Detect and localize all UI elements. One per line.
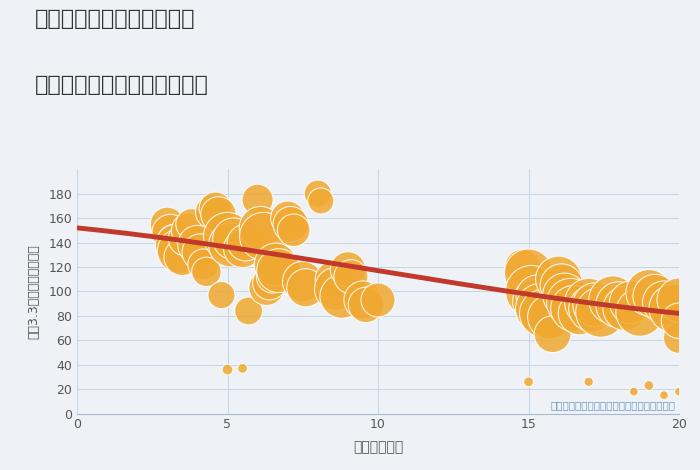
Point (529, 298, 540, 305)
Point (285, 220, 296, 228)
Point (547, 330, 558, 338)
Point (180, 235, 191, 243)
Point (650, 292, 661, 300)
Point (336, 292, 347, 300)
Point (607, 296, 618, 304)
Point (164, 229, 176, 236)
Point (297, 278, 308, 285)
Point (544, 313, 555, 321)
Point (625, 298, 636, 306)
Point (517, 263, 528, 271)
Point (643, 382, 655, 389)
Point (658, 392, 669, 399)
Point (168, 236, 179, 244)
Point (667, 305, 678, 312)
Point (192, 241, 203, 249)
Point (216, 291, 227, 299)
Point (252, 196, 263, 204)
Point (586, 305, 597, 312)
X-axis label: 駅距離（分）: 駅距離（分） (353, 440, 403, 454)
Point (583, 378, 594, 385)
Point (288, 227, 300, 234)
Point (237, 365, 248, 372)
Point (270, 261, 281, 268)
Point (574, 310, 585, 317)
Point (629, 388, 640, 395)
Point (315, 197, 326, 205)
Point (673, 334, 685, 342)
Point (273, 267, 284, 274)
Point (207, 208, 218, 216)
Point (174, 247, 185, 255)
Point (183, 227, 194, 234)
Point (267, 273, 278, 281)
Point (258, 233, 270, 240)
Point (523, 269, 534, 277)
Point (237, 245, 248, 252)
Point (372, 296, 384, 304)
Point (342, 266, 354, 273)
Point (228, 235, 239, 243)
Point (255, 224, 266, 232)
Point (243, 307, 254, 315)
Point (282, 214, 293, 222)
Point (556, 282, 567, 289)
Point (357, 296, 368, 304)
Y-axis label: 坪（3.3㎡）単価（万円）: 坪（3.3㎡）単価（万円） (27, 244, 40, 339)
Point (673, 296, 685, 304)
Point (589, 301, 601, 309)
Point (330, 285, 342, 293)
Point (201, 268, 212, 275)
Point (300, 284, 312, 291)
Point (673, 317, 685, 324)
Point (559, 291, 570, 299)
Point (620, 305, 631, 312)
Point (213, 211, 224, 218)
Point (526, 288, 537, 295)
Point (565, 298, 576, 306)
Text: 奈良県奈良市中登美ヶ丘の: 奈良県奈良市中登美ヶ丘の (35, 9, 195, 30)
Point (523, 378, 534, 385)
Point (328, 275, 339, 283)
Point (538, 310, 549, 317)
Point (264, 279, 275, 287)
Point (568, 305, 580, 312)
Point (360, 301, 372, 309)
Point (532, 292, 543, 300)
Point (198, 261, 209, 268)
Point (673, 388, 685, 395)
Point (176, 253, 188, 261)
Point (222, 366, 233, 373)
Point (658, 298, 669, 306)
Point (171, 241, 182, 249)
Point (553, 275, 564, 283)
Point (225, 241, 236, 249)
Point (186, 220, 197, 228)
Text: 駅距離別中古マンション価格: 駅距離別中古マンション価格 (35, 75, 209, 95)
Point (312, 190, 323, 197)
Point (240, 239, 251, 246)
Point (613, 301, 624, 309)
Point (345, 273, 356, 281)
Point (634, 308, 645, 316)
Point (210, 204, 221, 212)
Point (222, 233, 233, 240)
Point (583, 298, 594, 306)
Point (535, 305, 546, 312)
Point (261, 284, 272, 291)
Point (595, 308, 606, 316)
Point (162, 220, 173, 228)
Text: 円の大きさは、取引のあった物件面積を示す: 円の大きさは、取引のあった物件面積を示す (551, 400, 676, 410)
Point (195, 249, 206, 256)
Point (643, 289, 655, 297)
